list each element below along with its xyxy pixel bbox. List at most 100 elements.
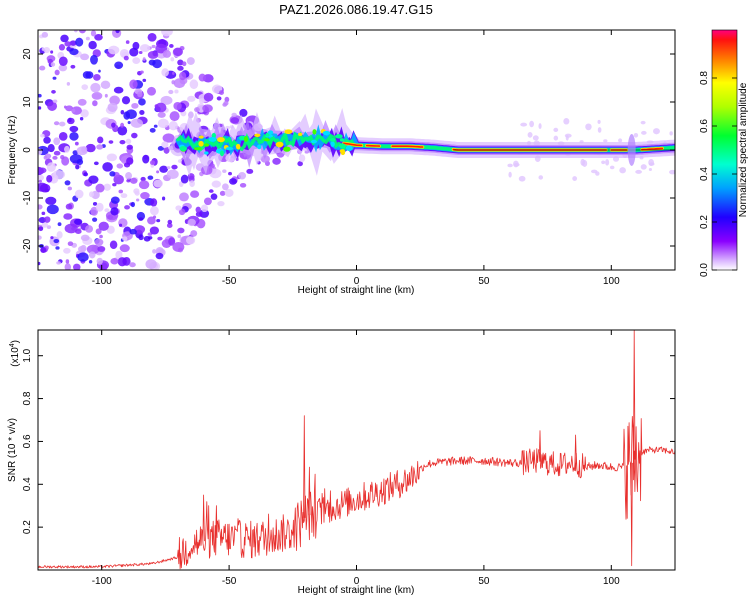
colorbar-gradient (712, 30, 737, 270)
spectrogram-blob (239, 182, 247, 188)
spectrogram-blob (585, 123, 592, 131)
spectrogram-blob (120, 193, 128, 199)
spectrogram-blob (74, 228, 82, 234)
spectrogram-blob (64, 41, 72, 47)
spectrogram-blob (186, 57, 195, 65)
spectrogram-blob (518, 175, 526, 182)
spectrogram-blob (92, 217, 98, 222)
spectrogram-blob (120, 122, 125, 128)
spectrogram-blob (71, 106, 82, 115)
spectrogram-ridge-spot (216, 136, 225, 143)
colorbar-tick-label: 0.6 (699, 119, 710, 133)
spectrogram-blob (603, 139, 608, 143)
spectrogram-blob (175, 205, 182, 211)
spectrogram-blob (130, 201, 136, 208)
spectrogram-blob (65, 105, 74, 112)
svg-text:(x104): (x104) (9, 340, 21, 367)
colorbar-label: Normalized spectral amplitude (738, 82, 749, 217)
spectrogram-blob (41, 47, 45, 51)
spectrogram-blob (92, 201, 98, 206)
spectrogram-blob (194, 107, 200, 113)
spectrogram-y-ticks: -20 -10 0 10 20 (22, 48, 675, 253)
spectrogram-blob (63, 213, 73, 220)
spectrogram-blob (92, 100, 98, 107)
colorbar-frame (711, 29, 738, 271)
spectrogram-blob (168, 237, 176, 246)
spectrogram-blob (609, 165, 615, 170)
spectrogram-blob (50, 236, 54, 240)
spectrogram-blob (151, 44, 156, 49)
spectrogram-blob (166, 169, 179, 180)
spectrogram-blob (640, 164, 647, 170)
spectrogram-blob (182, 61, 187, 67)
spectrogram-blob (99, 234, 103, 239)
spectrogram-ridge-spot (311, 139, 318, 144)
spectrogram-blob (173, 47, 183, 57)
spectrogram-blob (147, 33, 157, 42)
spectrogram-blob (177, 59, 184, 66)
snr-y-tick-label: 1.0 (22, 348, 33, 362)
spectrogram-blob (56, 231, 63, 239)
spectrogram-blob (159, 165, 169, 173)
spectrogram-blob (146, 86, 157, 96)
spectrogram-blob (148, 59, 156, 66)
spectrogram-blob (172, 71, 175, 75)
spectrogram-blob (224, 96, 230, 103)
spectrogram-blob (179, 192, 189, 202)
spectrogram-blob (161, 68, 169, 77)
spectrogram-blob (189, 79, 199, 90)
snr-panel: -100 -50 0 50 100 0.2 0.4 0.6 0.8 1.0 Height of … (7, 329, 676, 596)
spectrogram-blob (127, 120, 131, 125)
spectrogram-blob (210, 193, 218, 200)
colorbar-tick-label: 0.8 (699, 71, 710, 85)
spectrogram-blob (149, 206, 159, 216)
spectrogram-blob (125, 172, 132, 180)
spectrogram-blob (75, 37, 84, 47)
spectrogram-blob (129, 228, 137, 235)
snr-line (38, 330, 675, 570)
spectrogram-blob (529, 120, 535, 128)
spectrogram-blob (80, 234, 90, 242)
spectrogram-blob (178, 181, 184, 187)
spectrogram-blob (229, 178, 238, 185)
spectrogram-blob (121, 96, 131, 105)
snr-scale-label: (x104) (9, 340, 21, 367)
spectrogram-blob (138, 50, 143, 55)
spectrogram-blob (89, 191, 95, 198)
spectrogram-blob (50, 50, 54, 54)
spectrogram-blob (669, 131, 673, 136)
spectrogram-blob (142, 78, 147, 83)
spectrogram-blob (106, 225, 115, 234)
spectrogram-ridge-spot (198, 135, 204, 139)
spectrogram-blob (168, 120, 178, 131)
spectrogram-blob (119, 223, 123, 227)
spectrogram-blob (109, 171, 116, 177)
spectrogram-blob (157, 146, 164, 151)
spectrogram-blob (648, 168, 652, 172)
spectrogram-blob (147, 216, 156, 225)
spectrogram-blob (110, 196, 120, 204)
spectrogram-blob (222, 183, 229, 191)
spectrogram-blob (88, 251, 96, 259)
spectrogram-blob (153, 124, 158, 128)
spectrogram-blob (71, 108, 76, 113)
spectrogram-ridge-spot (208, 136, 217, 142)
spectrogram-blob (75, 164, 80, 170)
spectrogram-blob (538, 123, 542, 129)
spectrogram-blob (532, 135, 539, 141)
spectrogram-blob (72, 150, 79, 155)
spectrogram-blob (80, 109, 89, 118)
spectrogram-blob (129, 262, 136, 268)
spectrogram-ridge-spot (204, 143, 210, 147)
spectrogram-blob (38, 179, 42, 183)
spectrogram-blob (125, 40, 130, 44)
spectrogram-blob (138, 217, 144, 221)
spectrogram-blob (553, 127, 559, 132)
spectrogram-blob (95, 183, 105, 193)
spectrogram-blob (82, 71, 92, 79)
spectrogram-blob (41, 31, 49, 38)
spectrogram-blob (185, 236, 196, 245)
spectrogram-blob (171, 164, 178, 170)
spectrogram-blob (147, 236, 153, 240)
